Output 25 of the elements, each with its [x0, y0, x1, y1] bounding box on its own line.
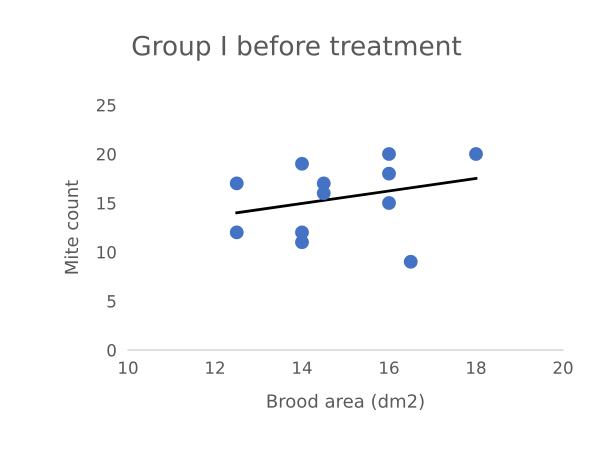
chart-title: Group I before treatment	[132, 35, 462, 61]
y-tick-label: 15	[98, 197, 116, 210]
y-tick-label: 0	[107, 344, 116, 357]
point	[295, 235, 309, 250]
point	[230, 225, 244, 240]
point	[316, 186, 331, 200]
point	[404, 254, 418, 269]
y-tick-label: 5	[108, 295, 116, 308]
point	[295, 156, 309, 171]
y-tick-label: 25	[96, 98, 116, 112]
point	[382, 166, 396, 181]
x-axis-title: Brood area (dm2)	[268, 394, 424, 410]
point	[382, 147, 396, 161]
x-tick-label: 10	[119, 361, 138, 374]
point	[469, 147, 483, 161]
y-axis-title: Mite count	[64, 180, 78, 274]
x-tick-label: 18	[467, 361, 486, 374]
point	[382, 196, 396, 210]
x-tick-label: 12	[206, 361, 224, 374]
y-tick-label: 20	[96, 148, 116, 161]
x-tick-label: 16	[380, 361, 399, 374]
x-tick-label: 20	[554, 361, 572, 374]
point	[230, 176, 244, 190]
x-tick-label: 14	[293, 362, 312, 374]
y-tick-label: 10	[98, 246, 116, 259]
